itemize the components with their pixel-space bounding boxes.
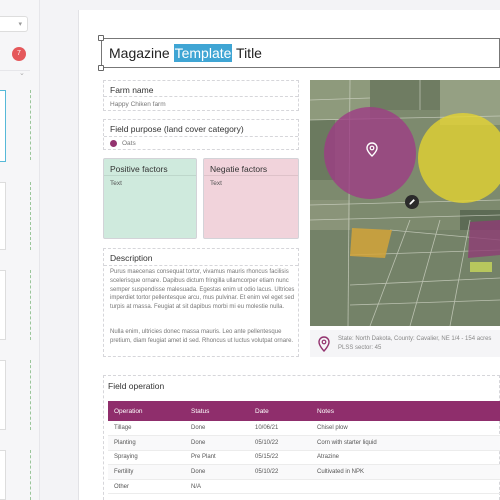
page-thumbnail[interactable] bbox=[0, 270, 6, 340]
divider bbox=[104, 136, 298, 137]
column-header[interactable]: Date bbox=[255, 407, 269, 415]
table-cell[interactable]: Spraying bbox=[108, 450, 185, 466]
page-thumbnail[interactable] bbox=[0, 90, 6, 162]
thumbnail-guide bbox=[30, 270, 36, 340]
thumbnail-guide bbox=[30, 182, 36, 250]
thumbnail-guide bbox=[30, 450, 36, 500]
description-paragraph[interactable]: Purus maecenas consequat tortor, vivamus… bbox=[110, 269, 295, 311]
table-cell[interactable]: 10/06/21 bbox=[249, 421, 311, 437]
table-cell[interactable]: Corn with starter liquid bbox=[311, 435, 500, 451]
notification-badge[interactable]: 7 bbox=[12, 47, 26, 61]
negative-factors-label: Negatie factors bbox=[210, 164, 268, 174]
satellite-map[interactable] bbox=[310, 80, 500, 326]
page-gap bbox=[78, 0, 500, 10]
column-header[interactable]: Notes bbox=[317, 407, 334, 415]
map-pin-icon[interactable] bbox=[366, 142, 378, 162]
table-cell[interactable]: Tillage bbox=[108, 421, 185, 437]
table-cell[interactable]: Planting bbox=[108, 435, 185, 451]
color-dot-icon bbox=[110, 140, 117, 147]
divider bbox=[204, 175, 298, 176]
table-cell[interactable] bbox=[311, 479, 500, 495]
table-cell[interactable]: 05/10/22 bbox=[249, 464, 311, 480]
divider bbox=[104, 175, 196, 176]
table-cell[interactable]: 05/10/22 bbox=[249, 435, 311, 451]
location-text: State: North Dakota, County: Cavalier, N… bbox=[338, 335, 491, 353]
negative-factors-text[interactable]: Text bbox=[210, 180, 222, 187]
table-cell[interactable]: N/A bbox=[185, 479, 249, 495]
positive-factors-box[interactable]: Positive factors Text bbox=[103, 158, 197, 239]
table-row[interactable]: Spraying Pre Plant 05/15/22 Atrazine bbox=[108, 450, 500, 466]
positive-factors-text[interactable]: Text bbox=[110, 180, 122, 187]
table-cell[interactable]: Fertility bbox=[108, 464, 185, 480]
page-thumbnail[interactable] bbox=[0, 450, 6, 500]
description-label: Description bbox=[110, 253, 153, 263]
title-selection-box[interactable]: Magazine Template Title bbox=[101, 38, 500, 68]
table-cell[interactable]: Chisel plow bbox=[311, 421, 500, 437]
table-row[interactable]: Tillage Done 10/06/21 Chisel plow bbox=[108, 421, 500, 437]
title-selected-text[interactable]: Template bbox=[173, 44, 233, 62]
divider bbox=[104, 265, 298, 266]
chevron-down-icon: ▾ bbox=[18, 21, 22, 28]
column-header[interactable]: Operation bbox=[114, 407, 143, 415]
divider bbox=[104, 96, 298, 97]
location-caption: State: North Dakota, County: Cavalier, N… bbox=[310, 330, 500, 357]
farm-name-label: Farm name bbox=[110, 85, 154, 95]
negative-factors-box[interactable]: Negatie factors Text bbox=[203, 158, 299, 239]
table-cell[interactable]: Cultivated in NPK bbox=[311, 464, 500, 480]
title-part: Magazine bbox=[109, 45, 174, 61]
thumbnail-guide bbox=[30, 90, 36, 160]
table-cell[interactable] bbox=[249, 479, 311, 495]
location-line: State: North Dakota, County: Cavalier, N… bbox=[338, 336, 492, 342]
table-cell[interactable]: Done bbox=[185, 421, 249, 437]
page-thumbnail[interactable] bbox=[0, 182, 6, 250]
description-paragraph[interactable]: Nulla enim, ultricies donec massa mauris… bbox=[110, 329, 294, 344]
field-purpose-field[interactable]: Field purpose (land cover category) Oats bbox=[103, 119, 299, 150]
resize-handle[interactable] bbox=[98, 35, 104, 41]
field-purpose-value[interactable]: Oats bbox=[110, 140, 136, 147]
table-row[interactable]: Other N/A bbox=[108, 479, 500, 495]
thumbnail-guide bbox=[30, 360, 36, 430]
location-pin-icon bbox=[318, 336, 330, 357]
map-imagery bbox=[310, 80, 500, 326]
table-row[interactable]: Planting Done 05/10/22 Corn with starter… bbox=[108, 435, 500, 451]
table-cell[interactable]: 05/15/22 bbox=[249, 450, 311, 466]
table-cell[interactable]: Other bbox=[108, 479, 185, 495]
sidebar-divider bbox=[0, 70, 30, 71]
table-header-row: Operation Status Date Notes bbox=[108, 401, 500, 421]
sidebar-select[interactable]: ▾ bbox=[0, 16, 28, 32]
table-cell[interactable]: Done bbox=[185, 464, 249, 480]
positive-factors-label: Positive factors bbox=[110, 164, 168, 174]
title-part: Title bbox=[232, 45, 262, 61]
page-title[interactable]: Magazine Template Title bbox=[109, 44, 262, 62]
page-thumbnail[interactable] bbox=[0, 360, 6, 430]
table-row[interactable]: Fertility Done 05/10/22 Cultivated in NP… bbox=[108, 464, 500, 480]
field-operation-table: Operation Status Date Notes Tillage Done… bbox=[108, 401, 500, 495]
column-header[interactable]: Status bbox=[191, 407, 210, 415]
description-field[interactable]: Description Purus maecenas consequat tor… bbox=[103, 248, 299, 357]
table-cell[interactable]: Pre Plant bbox=[185, 450, 249, 466]
edit-pencil-icon[interactable] bbox=[405, 195, 419, 209]
farm-name-value[interactable]: Happy Chiken farm bbox=[110, 101, 166, 108]
sidebar: ▾ 7 ⌄ bbox=[0, 0, 40, 500]
field-purpose-text: Oats bbox=[122, 140, 136, 148]
chevron-down-icon[interactable]: ⌄ bbox=[19, 70, 25, 77]
resize-handle[interactable] bbox=[98, 65, 104, 71]
table-cell[interactable]: Atrazine bbox=[311, 450, 500, 466]
table-cell[interactable]: Done bbox=[185, 435, 249, 451]
field-purpose-label: Field purpose (land cover category) bbox=[110, 124, 244, 134]
field-operation-title: Field operation bbox=[108, 381, 165, 391]
location-line: PLSS sector: 45 bbox=[338, 345, 382, 351]
farm-name-field[interactable]: Farm name Happy Chiken farm bbox=[103, 80, 299, 111]
